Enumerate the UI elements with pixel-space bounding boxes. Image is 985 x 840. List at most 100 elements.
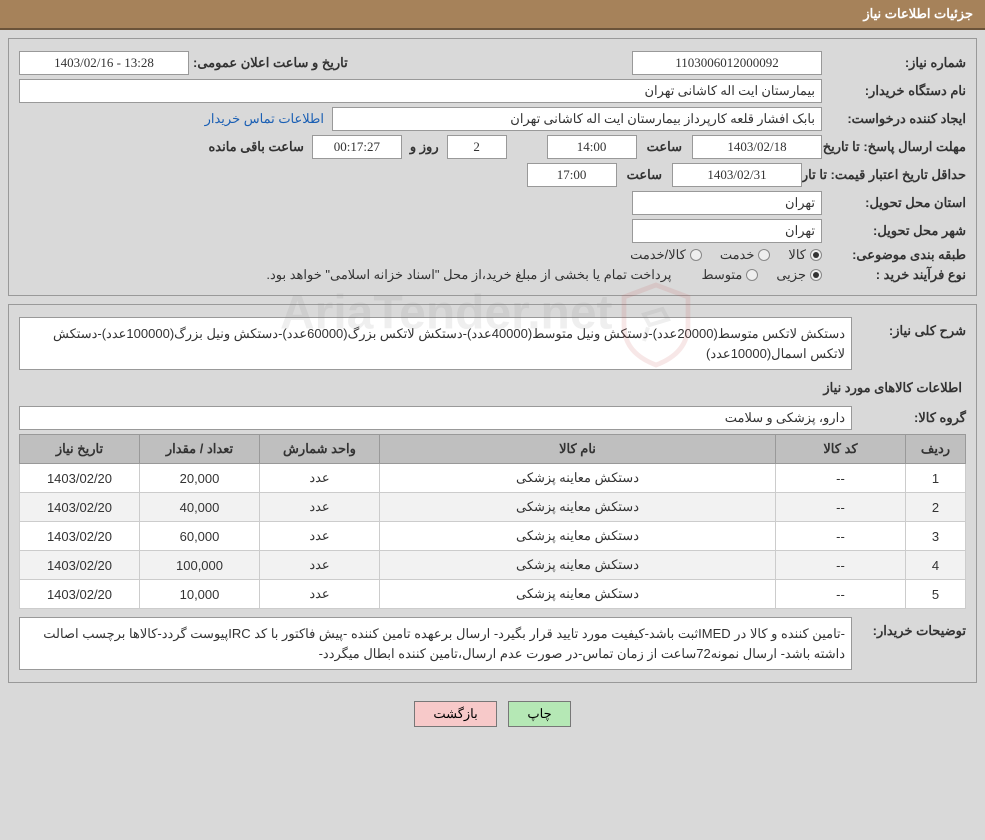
purchase-partial-radio[interactable]: جزیی — [776, 267, 822, 283]
deadline-time-label: ساعت — [647, 139, 682, 155]
table-cell-code: -- — [776, 580, 906, 609]
public-date-field: 1403/02/16 - 13:28 — [19, 51, 189, 75]
table-cell-unit: عدد — [260, 551, 380, 580]
validity-label: حداقل تاریخ اعتبار قیمت: تا تاریخ: — [806, 167, 966, 183]
table-cell-name: دستکش معاینه پزشکی — [380, 464, 776, 493]
buyer-contact-link[interactable]: اطلاعات تماس خریدار — [205, 111, 324, 127]
table-cell-unit: عدد — [260, 580, 380, 609]
table-row: 3--دستکش معاینه پزشکیعدد60,0001403/02/20 — [20, 522, 966, 551]
category-radio-group: کالا خدمت کالا/خدمت — [630, 247, 822, 263]
buyer-org-label: نام دستگاه خریدار: — [826, 83, 966, 99]
main-info-panel: شماره نیاز: 1103006012000092 تاریخ و ساع… — [8, 38, 977, 296]
radio-dot-icon — [746, 269, 758, 281]
group-field: دارو، پزشکی و سلامت — [19, 406, 852, 430]
validity-time-label: ساعت — [627, 167, 662, 183]
table-cell-date: 1403/02/20 — [20, 580, 140, 609]
table-cell-name: دستکش معاینه پزشکی — [380, 551, 776, 580]
purchase-medium-radio[interactable]: متوسط — [701, 267, 758, 283]
summary-field: دستکش لاتکس متوسط(20000عدد)-دستکش ونیل م… — [19, 317, 852, 370]
buyer-notes-label: توضیحات خریدار: — [856, 617, 966, 639]
th-qty: تعداد / مقدار — [140, 435, 260, 464]
requester-label: ایجاد کننده درخواست: — [826, 111, 966, 127]
days-label: روز و — [410, 139, 439, 155]
header-title: جزئیات اطلاعات نیاز — [0, 0, 985, 30]
category-service-radio[interactable]: خدمت — [720, 247, 771, 263]
need-number-label: شماره نیاز: — [826, 55, 966, 71]
purchase-type-label: نوع فرآیند خرید : — [826, 267, 966, 283]
summary-label: شرح کلی نیاز: — [856, 317, 966, 339]
cat-goods-service-label: کالا/خدمت — [630, 247, 686, 263]
city-label: شهر محل تحویل: — [826, 223, 966, 239]
table-cell-qty: 10,000 — [140, 580, 260, 609]
table-cell-date: 1403/02/20 — [20, 551, 140, 580]
table-cell-name: دستکش معاینه پزشکی — [380, 522, 776, 551]
table-cell-code: -- — [776, 522, 906, 551]
purchase-type-radio-group: جزیی متوسط — [701, 267, 822, 283]
city-field: تهران — [632, 219, 822, 243]
cat-service-label: خدمت — [720, 247, 755, 263]
province-label: استان محل تحویل: — [826, 195, 966, 211]
table-cell-unit: عدد — [260, 493, 380, 522]
table-cell-row: 1 — [906, 464, 966, 493]
table-cell-unit: عدد — [260, 464, 380, 493]
pt-medium-label: متوسط — [701, 267, 742, 283]
table-cell-code: -- — [776, 464, 906, 493]
days-field: 2 — [447, 135, 507, 159]
group-label: گروه کالا: — [856, 410, 966, 426]
category-label: طبقه بندی موضوعی: — [826, 247, 966, 263]
details-panel: شرح کلی نیاز: دستکش لاتکس متوسط(20000عدد… — [8, 304, 977, 683]
radio-dot-icon — [690, 249, 702, 261]
back-button[interactable]: بازگشت — [414, 701, 496, 727]
table-cell-row: 3 — [906, 522, 966, 551]
th-date: تاریخ نیاز — [20, 435, 140, 464]
th-unit: واحد شمارش — [260, 435, 380, 464]
table-cell-qty: 100,000 — [140, 551, 260, 580]
radio-dot-icon — [810, 269, 822, 281]
pt-partial-label: جزیی — [776, 267, 806, 283]
table-header-row: ردیف کد کالا نام کالا واحد شمارش تعداد /… — [20, 435, 966, 464]
table-cell-name: دستکش معاینه پزشکی — [380, 493, 776, 522]
table-cell-qty: 60,000 — [140, 522, 260, 551]
table-cell-date: 1403/02/20 — [20, 522, 140, 551]
table-cell-row: 4 — [906, 551, 966, 580]
th-code: کد کالا — [776, 435, 906, 464]
table-row: 1--دستکش معاینه پزشکیعدد20,0001403/02/20 — [20, 464, 966, 493]
table-cell-code: -- — [776, 551, 906, 580]
deadline-time-field: 14:00 — [547, 135, 637, 159]
category-goods-radio[interactable]: کالا — [788, 247, 822, 263]
buyer-org-field: بیمارستان ایت اله کاشانی تهران — [19, 79, 822, 103]
table-cell-row: 5 — [906, 580, 966, 609]
page-container: AriaTender.net جزئیات اطلاعات نیاز شماره… — [0, 0, 985, 737]
table-row: 2--دستکش معاینه پزشکیعدد40,0001403/02/20 — [20, 493, 966, 522]
button-bar: چاپ بازگشت — [0, 691, 985, 737]
table-cell-date: 1403/02/20 — [20, 464, 140, 493]
payment-note: پرداخت تمام یا بخشی از مبلغ خرید،از محل … — [266, 267, 671, 283]
buyer-notes-field: -تامین کننده و کالا در IMEDثبت باشد-کیفی… — [19, 617, 852, 670]
table-cell-date: 1403/02/20 — [20, 493, 140, 522]
radio-dot-icon — [810, 249, 822, 261]
radio-dot-icon — [758, 249, 770, 261]
public-date-label: تاریخ و ساعت اعلان عمومی: — [193, 55, 348, 71]
deadline-date-field: 1403/02/18 — [692, 135, 822, 159]
need-number-field: 1103006012000092 — [632, 51, 822, 75]
th-name: نام کالا — [380, 435, 776, 464]
province-field: تهران — [632, 191, 822, 215]
print-button[interactable]: چاپ — [508, 701, 570, 727]
table-cell-unit: عدد — [260, 522, 380, 551]
table-cell-row: 2 — [906, 493, 966, 522]
validity-time-field: 17:00 — [527, 163, 617, 187]
category-goods-service-radio[interactable]: کالا/خدمت — [630, 247, 702, 263]
remaining-label: ساعت باقی مانده — [208, 139, 303, 155]
items-section-title: اطلاعات کالاهای مورد نیاز — [19, 374, 966, 402]
requester-field: بابک افشار قلعه کارپرداز بیمارستان ایت ا… — [332, 107, 822, 131]
countdown-field: 00:17:27 — [312, 135, 402, 159]
table-row: 5--دستکش معاینه پزشکیعدد10,0001403/02/20 — [20, 580, 966, 609]
items-table: ردیف کد کالا نام کالا واحد شمارش تعداد /… — [19, 434, 966, 609]
table-row: 4--دستکش معاینه پزشکیعدد100,0001403/02/2… — [20, 551, 966, 580]
table-cell-code: -- — [776, 493, 906, 522]
deadline-label: مهلت ارسال پاسخ: تا تاریخ: — [826, 139, 966, 155]
validity-date-field: 1403/02/31 — [672, 163, 802, 187]
table-cell-qty: 40,000 — [140, 493, 260, 522]
table-cell-name: دستکش معاینه پزشکی — [380, 580, 776, 609]
table-cell-qty: 20,000 — [140, 464, 260, 493]
